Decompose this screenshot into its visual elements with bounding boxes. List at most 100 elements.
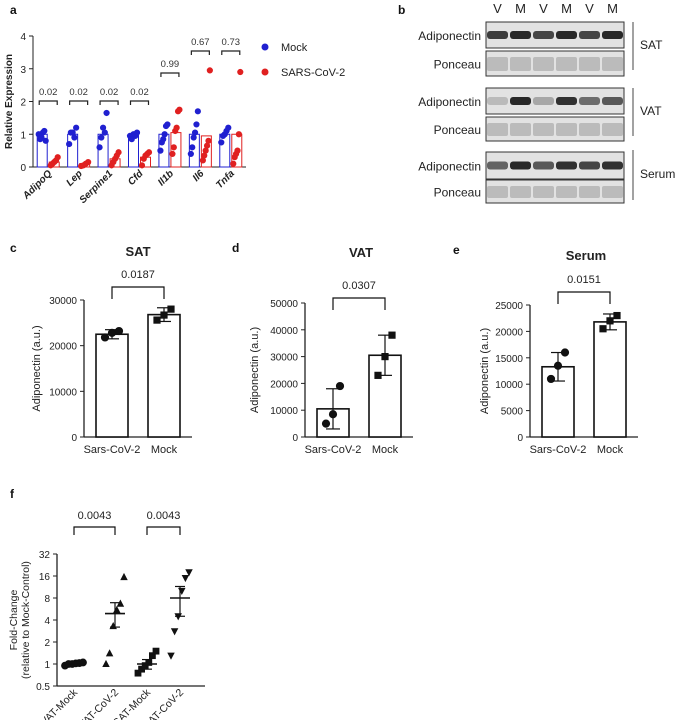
blot-band — [602, 161, 623, 170]
panel-label-d: d — [232, 241, 239, 255]
ponceau-lane — [602, 123, 623, 136]
blot-row-label: Ponceau — [434, 186, 481, 200]
y-axis-title: Adiponectin (a.u.) — [249, 327, 261, 413]
blot-band — [602, 97, 623, 105]
data-point — [388, 331, 396, 339]
data-point — [138, 162, 146, 169]
data-point — [134, 669, 142, 677]
data-point — [71, 134, 78, 141]
significance-bracket — [111, 286, 165, 299]
data-point — [100, 333, 110, 342]
ponceau-lane — [510, 57, 531, 71]
bar-mock — [219, 133, 231, 168]
data-point — [203, 142, 211, 149]
y-tick-label: 4 — [20, 32, 26, 43]
panel-f-foldchange-chart: 0.5 1 2 4 8 16 32 Fold-Change (relative to Mock-… — [8, 510, 205, 720]
ponceau-lane — [487, 186, 508, 198]
data-point — [105, 649, 114, 657]
x-category-label: Lep — [64, 168, 84, 188]
data-point — [553, 361, 563, 370]
significance-bracket — [221, 50, 241, 55]
y-tick-label: 0 — [292, 433, 298, 444]
p-value-label: 0.0307 — [342, 280, 376, 292]
blot-band — [510, 31, 531, 39]
ponceau-lane — [510, 123, 531, 136]
data-point — [190, 134, 197, 141]
y-tick-label: 10000 — [49, 387, 77, 398]
data-point — [153, 316, 161, 324]
y-tick-label: 10000 — [495, 380, 523, 391]
data-point — [85, 158, 92, 166]
data-point — [133, 129, 141, 136]
y-tick-label: 15000 — [495, 354, 523, 365]
blot-row-label: Ponceau — [434, 58, 481, 72]
x-category-label: Mock — [372, 444, 399, 456]
data-point — [54, 154, 61, 161]
data-point — [381, 353, 389, 361]
blot-band — [487, 31, 508, 39]
data-point — [101, 129, 108, 136]
blot-strip — [485, 151, 625, 180]
data-point — [164, 121, 171, 128]
panel-e-serum-chart: Serum 0 5000 10000 15000 20000 25000 Adiponecti… — [479, 248, 638, 456]
bar-cov — [200, 135, 212, 168]
data-point — [42, 137, 49, 144]
y-tick-label: 30000 — [270, 353, 298, 364]
data-point — [194, 108, 201, 115]
bar — [95, 333, 129, 438]
significance-bracket — [332, 297, 386, 310]
ponceau-lane — [579, 186, 600, 198]
data-point — [173, 124, 180, 131]
data-point — [41, 127, 48, 135]
y-tick-label: 30000 — [49, 296, 77, 307]
p-value-label: 0.0151 — [567, 274, 601, 286]
panel-b-western-blot: V M V M V MAdiponectinPonceauAdiponectinPonce… — [418, 1, 675, 204]
data-point — [201, 152, 208, 159]
data-point — [237, 68, 244, 76]
blot-strip — [485, 50, 625, 77]
data-point — [235, 131, 242, 138]
chart-title: VAT — [349, 245, 373, 260]
blot-band — [579, 31, 600, 39]
data-point — [178, 587, 186, 595]
data-point — [374, 371, 382, 379]
blot-band — [533, 161, 554, 170]
legend-marker — [261, 68, 269, 76]
x-category-label: VAT-CoV-2 — [77, 687, 122, 720]
y-axis-title: Adiponectin (a.u.) — [31, 325, 43, 411]
blot-row-label: Adiponectin — [418, 29, 481, 43]
y-tick-label: 25000 — [495, 301, 523, 312]
blot-group-label: VAT — [640, 104, 662, 118]
panel-c-sat-chart: SAT 0 10000 20000 30000 Adiponectin (a.u.) Sar… — [31, 244, 192, 456]
blot-band — [556, 31, 577, 39]
significance-bracket — [146, 526, 181, 535]
lane-label: M — [607, 1, 618, 16]
ponceau-lane — [579, 57, 600, 71]
p-value-label: 0.02 — [130, 87, 149, 98]
data-point — [98, 134, 105, 141]
data-point — [73, 124, 80, 131]
blot-band — [533, 97, 554, 105]
p-value-label: 0.0043 — [147, 510, 181, 522]
data-point — [328, 410, 338, 419]
blot-row-label: Adiponectin — [418, 95, 481, 109]
data-point — [169, 150, 176, 157]
data-point — [138, 665, 145, 673]
y-tick-label: 16 — [39, 572, 51, 583]
data-point — [114, 326, 124, 336]
panel-d-vat-chart: VAT 0 10000 20000 30000 40000 50000 Adiponectin… — [249, 245, 413, 456]
x-category-label: Il6 — [191, 168, 207, 184]
data-point — [206, 67, 213, 74]
data-point — [181, 574, 190, 583]
y-tick-label: 50000 — [270, 299, 298, 310]
y-tick-label: 32 — [39, 550, 51, 561]
data-point — [160, 136, 167, 143]
panel-label-f: f — [10, 487, 15, 501]
data-point — [141, 662, 149, 670]
data-point — [185, 569, 193, 577]
data-point — [335, 381, 345, 391]
p-value-label: 0.99 — [161, 59, 180, 70]
data-point — [161, 131, 168, 138]
p-value-label: 0.02 — [100, 87, 119, 98]
ponceau-lane — [556, 123, 577, 136]
